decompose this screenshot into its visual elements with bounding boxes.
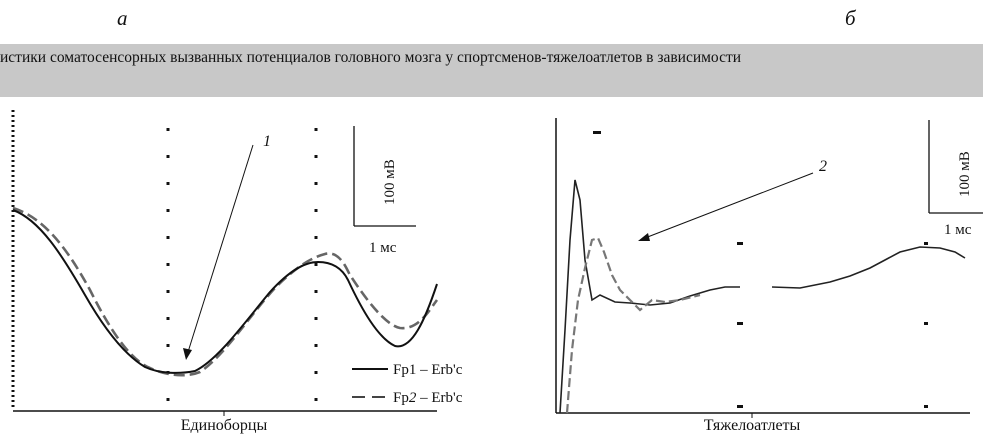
figure-caption: истики соматосенсорных вызванных потенци… (0, 49, 742, 66)
panel-a-scale-voltage: 100 мВ (382, 159, 398, 205)
panel-a-trace-fp2 (12, 206, 439, 377)
panel-a-group-label: Единоборцы (181, 417, 268, 434)
caption-band: истики соматосенсорных вызванных потенци… (0, 44, 983, 97)
panel-a-arrow-label: 1 (263, 133, 271, 150)
panel-b-top-mark (593, 131, 601, 134)
panel-b-trace-fp1-part1 (559, 179, 740, 414)
panel-b-mark-5 (924, 322, 928, 325)
panel-b-scale-time: 1 мс (944, 222, 972, 238)
panel-b: 2 100 мВ 1 мс Тяжелоатлеты (555, 118, 983, 434)
panel-b-mark-6 (924, 405, 928, 408)
legend-solid-label: Fp1 – Erb'c (393, 362, 463, 378)
panel-a-trace-fp1 (12, 209, 438, 374)
panel-b-mark-1 (737, 242, 743, 245)
panel-b-mark-4 (924, 242, 928, 245)
panel-a: 1 100 мВ 1 мс Fp1 – Erb'c Fp2 – Erb'c Ед… (11, 110, 463, 434)
panel-b-mark-2 (737, 322, 743, 325)
panel-b-arrow-label: 2 (819, 158, 827, 175)
panel-a-arrowhead (183, 348, 192, 360)
panel-b-group-label: Тяжелоатлеты (704, 417, 801, 434)
panel-a-arrow (187, 144, 254, 353)
panel-b-trace-fp2 (565, 236, 701, 414)
panel-b-arrowhead (638, 233, 650, 241)
panel-letter-a: а (117, 6, 128, 30)
panel-b-mark-3 (737, 405, 743, 408)
panel-b-trace-fp1-part2 (771, 246, 966, 289)
panel-letter-b: б (845, 6, 856, 30)
panel-b-arrow (644, 172, 814, 239)
legend-dashed-label: Fp2 – Erb'c (393, 390, 463, 406)
panel-a-scale-time: 1 мс (369, 240, 397, 256)
panel-b-scale-voltage: 100 мВ (957, 151, 973, 197)
